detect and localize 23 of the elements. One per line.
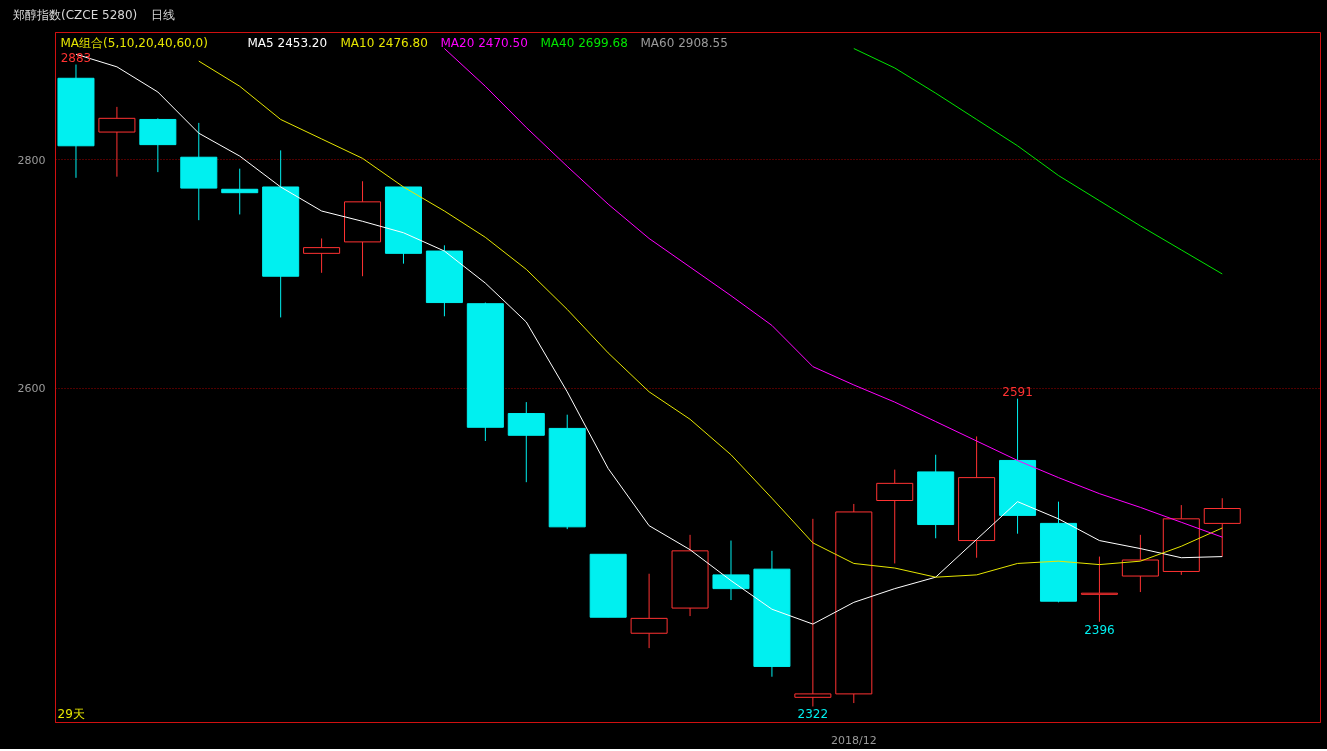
candlestick <box>303 237 341 274</box>
x-tick-label: 2018/12 <box>830 733 877 747</box>
chart-title: 郑醇指数(CZCE 5280) <box>13 8 138 22</box>
chart-subtitle: 日线 <box>151 8 176 22</box>
candlestick <box>794 518 832 707</box>
text: MA40 2699.68 <box>540 35 628 50</box>
text: MA5 2453.20 <box>247 35 328 50</box>
annotation: 2396 <box>1084 622 1115 637</box>
text: MA10 2476.80 <box>340 35 428 50</box>
annotation: 2591 <box>1002 384 1033 399</box>
annotation: MA组合(5,10,20,40,60,0) <box>60 35 208 50</box>
y-tick-label: 2800 <box>17 153 46 167</box>
line-series <box>853 48 1223 275</box>
series-label: MA20 2470.50 <box>440 35 528 50</box>
annotation: 2322 <box>797 707 829 722</box>
annotation: MA60 2908.55 <box>640 35 728 50</box>
candlestick <box>1080 556 1118 623</box>
annotation: 2883 <box>60 50 92 65</box>
candlestick <box>221 168 259 215</box>
annotation: 29天 <box>57 706 85 721</box>
line-series <box>443 48 1223 538</box>
y-tick-label: 2600 <box>17 382 46 396</box>
line-series <box>198 60 1223 578</box>
